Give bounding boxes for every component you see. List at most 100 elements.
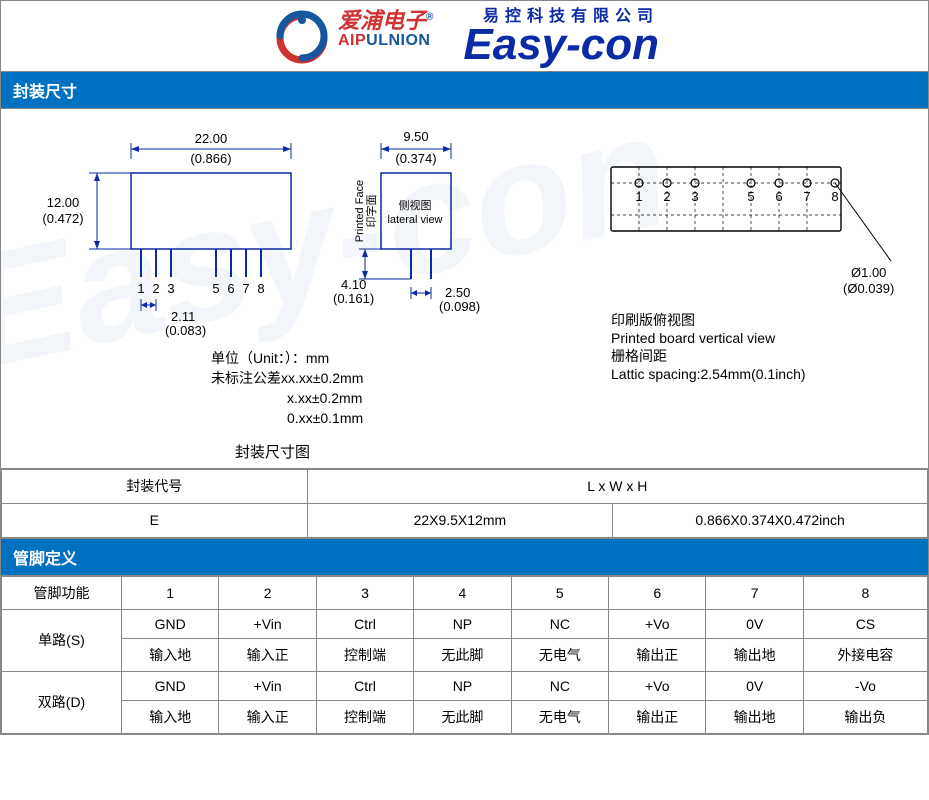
easycon-logo: 易控科技有限公司 Easy-con [463,9,659,65]
dual-label: 双路(D) [2,671,122,733]
svg-text:1: 1 [137,281,144,296]
svg-text:栅格间距: 栅格间距 [611,348,667,364]
svg-text:(Ø0.039): (Ø0.039) [843,281,894,296]
svg-text:印刷版俯视图: 印刷版俯视图 [611,312,695,328]
d-cn-5: 无电气 [511,700,608,733]
s-cn-1: 输入地 [122,638,219,671]
pin-head-4: 4 [414,576,511,609]
d-cn-3: 控制端 [316,700,413,733]
svg-text:3: 3 [167,281,174,296]
pin-head-8: 8 [803,576,927,609]
pin-col-head: 管脚功能 [2,576,122,609]
svg-text:1: 1 [635,189,642,204]
s-cn-5: 无电气 [511,638,608,671]
aipulnion-cn: 爱浦电子® [338,10,433,32]
s-cn-2: 输入正 [219,638,316,671]
s-en-4: NP [414,609,511,638]
d-cn-6: 输出正 [609,700,706,733]
svg-text:4.10: 4.10 [341,277,366,292]
pin-head-2: 2 [219,576,316,609]
svg-text:Lattic spacing:2.54mm(0.1inch): Lattic spacing:2.54mm(0.1inch) [611,366,806,382]
svg-text:Ø1.00: Ø1.00 [851,265,886,280]
svg-text:22.00: 22.00 [195,131,228,146]
svg-text:7: 7 [803,189,810,204]
s-cn-3: 控制端 [316,638,413,671]
svg-text:(0.098): (0.098) [439,299,480,314]
svg-text:单位（Unit：）：mm: 单位（Unit：）：mm [211,350,329,366]
pkg-header-lwh: L x W x H [307,469,927,503]
package-table: 封装代号 L x W x H E 22X9.5X12mm 0.866X0.374… [1,469,928,538]
svg-text:(0.083): (0.083) [165,323,206,338]
svg-text:印字面: 印字面 [364,194,378,227]
s-en-3: Ctrl [316,609,413,638]
svg-text:(0.374): (0.374) [395,151,436,166]
svg-text:5: 5 [212,281,219,296]
pin-head-3: 3 [316,576,413,609]
pin-head-7: 7 [706,576,803,609]
d-en-5: NC [511,671,608,700]
svg-text:2: 2 [152,281,159,296]
svg-text:2.11: 2.11 [171,309,195,324]
svg-text:9.50: 9.50 [403,129,428,144]
pin-head-1: 1 [122,576,219,609]
svg-text:6: 6 [775,189,782,204]
d-en-7: 0V [706,671,803,700]
s-cn-8: 外接电容 [803,638,927,671]
s-cn-4: 无此脚 [414,638,511,671]
d-cn-1: 输入地 [122,700,219,733]
d-en-4: NP [414,671,511,700]
svg-text:未标注公差xx.xx±0.2mm: 未标注公差xx.xx±0.2mm [211,370,363,386]
d-cn-4: 无此脚 [414,700,511,733]
svg-text:5: 5 [747,189,754,204]
pkg-size-mm: 22X9.5X12mm [307,503,613,537]
svg-text:8: 8 [831,189,838,204]
svg-text:(0.866): (0.866) [190,151,231,166]
pin-head-6: 6 [609,576,706,609]
package-dimensions-svg: 22.00 (0.866) 12.00 (0.472) [1,109,928,469]
aipulnion-en: AIPULNION [338,32,433,50]
svg-text:2: 2 [663,189,670,204]
svg-text:封装尺寸图: 封装尺寸图 [235,444,310,461]
d-en-2: +Vin [219,671,316,700]
pin-head-5: 5 [511,576,608,609]
svg-text:lateral view: lateral view [387,214,442,226]
s-en-2: +Vin [219,609,316,638]
d-cn-8: 输出负 [803,700,927,733]
d-en-8: -Vo [803,671,927,700]
package-diagram-panel: Easy-con 22.00 (0.866) [1,109,928,469]
s-en-7: 0V [706,609,803,638]
svg-text:0.xx±0.1mm: 0.xx±0.1mm [287,410,363,426]
svg-text:x.xx±0.2mm: x.xx±0.2mm [287,390,362,406]
easycon-en: Easy-con [463,25,659,65]
pkg-header-code: 封装代号 [2,469,308,503]
svg-text:7: 7 [242,281,249,296]
svg-text:6: 6 [227,281,234,296]
svg-text:12.00: 12.00 [47,195,80,210]
svg-text:侧视图: 侧视图 [399,198,432,212]
d-cn-7: 输出地 [706,700,803,733]
svg-text:2.50: 2.50 [445,285,470,300]
svg-text:Printed board vertical view: Printed board vertical view [611,330,776,346]
s-en-8: CS [803,609,927,638]
svg-text:3: 3 [691,189,698,204]
single-label: 单路(S) [2,609,122,671]
svg-text:8: 8 [257,281,264,296]
s-cn-6: 输出正 [609,638,706,671]
svg-text:(0.161): (0.161) [333,291,374,306]
aipulnion-logo: 爱浦电子® AIPULNION [270,10,433,64]
s-en-1: GND [122,609,219,638]
d-cn-2: 输入正 [219,700,316,733]
svg-text:Printed Face: Printed Face [354,179,366,241]
d-en-1: GND [122,671,219,700]
pkg-code: E [2,503,308,537]
d-en-6: +Vo [609,671,706,700]
pin-definition-header: 管脚定义 [1,538,928,576]
pkg-size-in: 0.866X0.374X0.472inch [613,503,928,537]
s-en-5: NC [511,609,608,638]
s-cn-7: 输出地 [706,638,803,671]
package-dimensions-header: 封装尺寸 [1,71,928,109]
s-en-6: +Vo [609,609,706,638]
d-en-3: Ctrl [316,671,413,700]
pin-table: 管脚功能 1 2 3 4 5 6 7 8 单路(S) GND +Vin Ctrl… [1,576,928,734]
header-logos: 爱浦电子® AIPULNION 易控科技有限公司 Easy-con [1,1,928,71]
